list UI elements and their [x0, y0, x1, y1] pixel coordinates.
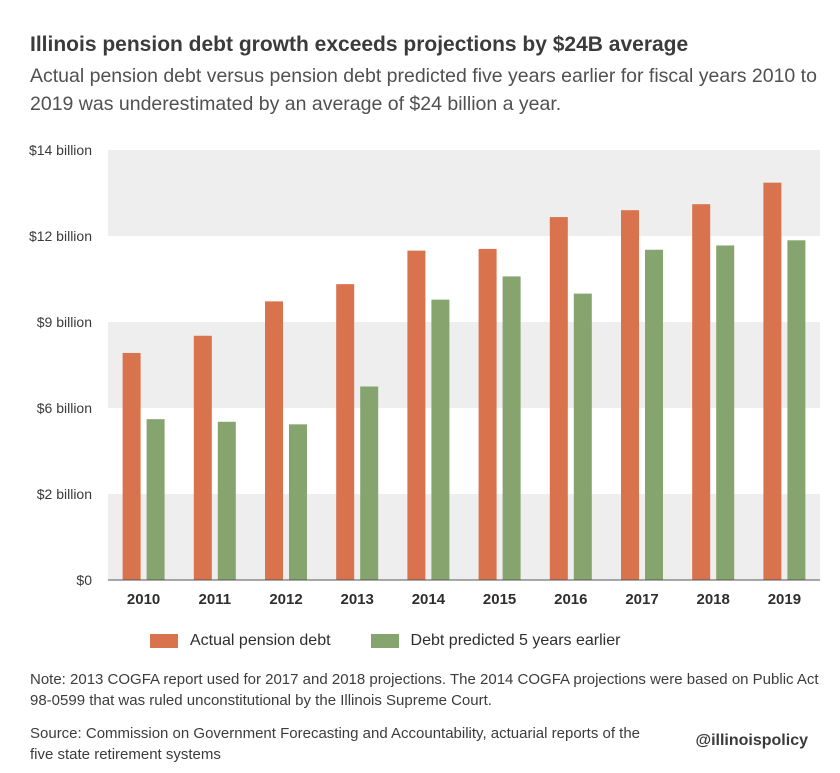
bar-actual: [478, 248, 497, 580]
y-tick-label: $12 billion: [29, 228, 92, 244]
bar-actual: [407, 250, 426, 580]
bar-actual: [193, 335, 212, 580]
bar-predicted: [502, 276, 521, 580]
y-tick-label: $2 billion: [37, 486, 92, 502]
y-tick-label: $9 billion: [37, 314, 92, 330]
bar-predicted: [645, 249, 663, 580]
x-tick-label: 2010: [127, 591, 160, 608]
bar-actual: [122, 352, 141, 580]
grid-band: [108, 322, 820, 408]
legend-swatch-predicted: [370, 634, 399, 648]
bar-predicted: [716, 245, 735, 580]
chart-legend: Actual pension debt Debt predicted 5 yea…: [150, 630, 660, 652]
bar-actual: [265, 301, 283, 580]
bar-actual: [692, 204, 711, 580]
x-tick-label: 2013: [341, 591, 374, 608]
bar-actual: [549, 217, 568, 580]
bar-predicted: [431, 299, 450, 580]
x-tick-label: 2016: [554, 591, 587, 608]
y-tick-label: $6 billion: [37, 400, 92, 416]
legend-item-actual: Actual pension debt: [150, 632, 331, 650]
legend-label-actual: Actual pension debt: [190, 632, 331, 649]
chart-note: Note: 2013 COGFA report used for 2017 an…: [30, 671, 819, 709]
bar-predicted: [360, 386, 379, 580]
x-tick-label: 2015: [483, 591, 516, 608]
x-tick-label: 2014: [412, 591, 446, 608]
legend-swatch-actual: [150, 634, 178, 648]
bar-predicted: [289, 424, 307, 580]
y-tick-label: $0: [76, 572, 92, 588]
chart-source: Source: Commission on Government Forecas…: [30, 725, 641, 763]
bar-predicted: [146, 419, 165, 580]
chart-subtitle: Actual pension debt versus pension debt …: [30, 65, 817, 115]
bar-actual: [763, 182, 782, 580]
bar-actual: [621, 210, 639, 580]
chart-title: Illinois pension debt growth exceeds pro…: [30, 33, 689, 56]
bar-predicted: [787, 240, 806, 581]
x-tick-label: 2019: [768, 591, 801, 608]
x-tick-label: 2011: [199, 591, 232, 608]
legend-label-predicted: Debt predicted 5 years earlier: [410, 632, 621, 649]
legend-item-predicted: Debt predicted 5 years earlier: [370, 632, 621, 650]
bar-actual: [336, 284, 355, 580]
grid-band: [108, 494, 820, 580]
x-tick-label: 2017: [625, 591, 658, 608]
bar-predicted: [573, 293, 592, 580]
grid-band: [108, 150, 820, 236]
bar-predicted: [217, 421, 236, 580]
x-tick-label: 2018: [697, 591, 730, 608]
brand-handle: @illinoispolicy: [695, 732, 808, 749]
y-tick-label: $14 billion: [29, 142, 92, 158]
bar-chart: $0 $2 billion $6 billion $9 billion $12 bill…: [29, 142, 820, 608]
x-tick-label: 2012: [269, 591, 302, 608]
